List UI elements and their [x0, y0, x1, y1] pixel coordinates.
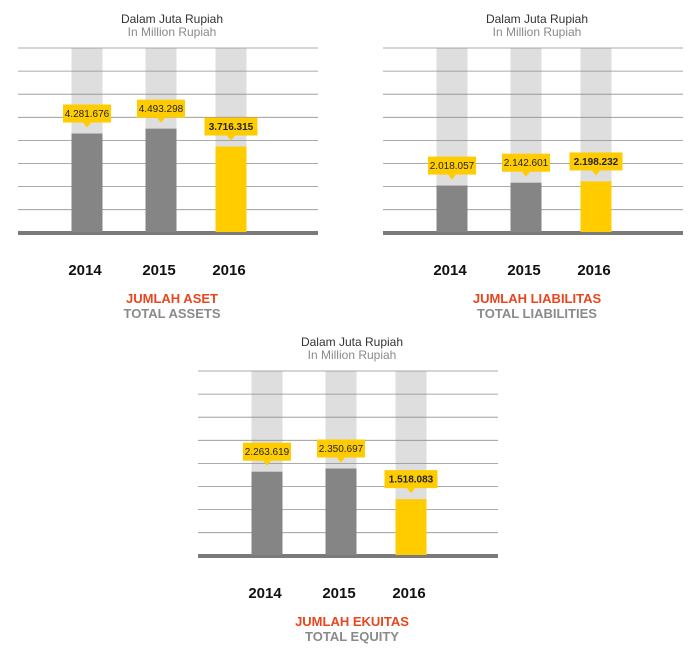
chart-subtitle-en: In Million Rupiah [308, 348, 397, 362]
data-label-pointer [157, 117, 165, 123]
data-label-box [317, 439, 365, 458]
data-label-box [137, 99, 185, 118]
x-tick-label: 2016 [577, 262, 610, 279]
data-label-text: 4.493.298 [139, 104, 184, 115]
data-label-text: 2.018.057 [430, 161, 475, 172]
x-tick-label: 2014 [433, 262, 467, 279]
data-label-box [243, 442, 291, 461]
data-label-text: 2.263.619 [245, 447, 290, 458]
chart-subtitle-id: Dalam Juta Rupiah [486, 12, 588, 26]
data-label-box [428, 156, 476, 175]
data-label-box [384, 470, 438, 489]
data-label-pointer [263, 460, 271, 466]
data-label: 2.350.697 [317, 439, 365, 463]
data-label-box [502, 153, 550, 172]
chart-title-id: JUMLAH LIABILITAS [473, 291, 602, 306]
data-label-pointer [83, 122, 91, 128]
x-tick-label: 2015 [322, 585, 355, 602]
data-label-pointer [448, 174, 456, 180]
data-label: 1.518.083 [384, 470, 438, 494]
bar [71, 133, 103, 232]
total-equity-chart: Dalam Juta Rupiah In Million Rupiah 2.263.… [190, 323, 520, 663]
x-tick-label: 2016 [212, 262, 245, 279]
x-tick-label: 2015 [507, 262, 540, 279]
x-tick-label: 2014 [248, 585, 282, 602]
data-label: 2.018.057 [428, 156, 476, 180]
bar [215, 146, 247, 232]
data-label: 2.198.232 [569, 152, 623, 176]
x-axis-baseline [198, 554, 498, 558]
data-label-pointer [407, 488, 415, 494]
data-label: 3.716.315 [204, 117, 258, 141]
data-label-pointer [337, 457, 345, 463]
chart-title-id: JUMLAH ASET [126, 291, 218, 306]
bar [436, 185, 468, 232]
bar [325, 468, 357, 555]
total-assets-chart: Dalam Juta Rupiah In Million Rupiah 4.281.… [10, 0, 340, 330]
chart-title-en: TOTAL ASSETS [123, 306, 220, 321]
total-liabilities-chart: Dalam Juta Rupiah In Million Rupiah 2.018.… [375, 0, 700, 330]
data-label: 2.142.601 [502, 153, 550, 177]
data-label-text: 2.198.232 [574, 157, 619, 168]
chart-subtitle-en: In Million Rupiah [128, 25, 217, 39]
data-label: 4.281.676 [63, 104, 111, 128]
data-label-box [63, 104, 111, 123]
data-label-text: 3.716.315 [209, 122, 254, 133]
data-label-pointer [227, 135, 235, 141]
x-tick-label: 2015 [142, 262, 175, 279]
bar [510, 182, 542, 232]
data-label-box [204, 117, 258, 136]
chart-subtitle-id: Dalam Juta Rupiah [301, 335, 403, 349]
data-label-text: 1.518.083 [389, 475, 434, 486]
chart-subtitle-en: In Million Rupiah [493, 25, 582, 39]
data-label: 2.263.619 [243, 442, 291, 466]
bar [395, 499, 427, 555]
chart-title-en: TOTAL LIABILITIES [477, 306, 597, 321]
x-tick-label: 2016 [392, 585, 425, 602]
data-label-text: 2.142.601 [504, 158, 549, 169]
data-label-text: 2.350.697 [319, 444, 364, 455]
data-label-pointer [592, 170, 600, 176]
bar [145, 128, 177, 232]
x-axis-baseline [383, 231, 683, 235]
chart-subtitle-id: Dalam Juta Rupiah [121, 12, 223, 26]
data-label-pointer [522, 171, 530, 177]
bar [251, 471, 283, 555]
data-label: 4.493.298 [137, 99, 185, 123]
bar [580, 181, 612, 232]
chart-title-id: JUMLAH EKUITAS [295, 614, 409, 629]
x-tick-label: 2014 [68, 262, 102, 279]
data-label-box [569, 152, 623, 171]
data-label-text: 4.281.676 [65, 109, 110, 120]
x-axis-baseline [18, 231, 318, 235]
chart-title-en: TOTAL EQUITY [305, 629, 399, 644]
